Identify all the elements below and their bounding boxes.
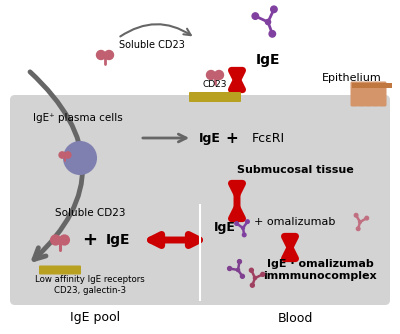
Text: Low affinity IgE receptors
CD23, galectin-3: Low affinity IgE receptors CD23, galecti… xyxy=(35,275,145,295)
FancyBboxPatch shape xyxy=(372,81,380,107)
Text: Soluble CD23: Soluble CD23 xyxy=(55,208,125,218)
Text: +: + xyxy=(82,231,98,249)
Circle shape xyxy=(254,277,256,280)
Circle shape xyxy=(235,222,238,225)
Circle shape xyxy=(250,283,254,287)
Text: IgE: IgE xyxy=(214,221,236,234)
Circle shape xyxy=(206,70,216,79)
FancyBboxPatch shape xyxy=(364,81,372,107)
Circle shape xyxy=(228,267,232,271)
FancyBboxPatch shape xyxy=(39,266,81,275)
Circle shape xyxy=(214,70,224,79)
Circle shape xyxy=(269,31,276,37)
Text: + omalizumab: + omalizumab xyxy=(254,217,336,227)
Circle shape xyxy=(96,50,106,59)
Circle shape xyxy=(365,216,368,220)
Circle shape xyxy=(261,273,265,276)
Text: IgE · omalizumab
immmunocomplex: IgE · omalizumab immmunocomplex xyxy=(263,259,377,281)
Circle shape xyxy=(51,235,60,245)
Text: IgE: IgE xyxy=(199,132,221,145)
Text: IgE pool: IgE pool xyxy=(70,312,120,325)
Circle shape xyxy=(250,268,253,272)
Circle shape xyxy=(64,142,96,174)
Circle shape xyxy=(266,19,270,25)
Circle shape xyxy=(354,213,358,217)
Circle shape xyxy=(242,226,244,229)
FancyBboxPatch shape xyxy=(10,192,390,305)
Text: +: + xyxy=(226,131,238,146)
Circle shape xyxy=(238,260,242,264)
Circle shape xyxy=(242,233,246,237)
FancyBboxPatch shape xyxy=(378,81,386,107)
Text: Blood: Blood xyxy=(277,312,313,325)
FancyBboxPatch shape xyxy=(350,81,358,107)
Circle shape xyxy=(59,152,65,158)
Circle shape xyxy=(358,220,362,223)
Text: CD23: CD23 xyxy=(203,79,227,89)
Text: IgE: IgE xyxy=(256,53,280,67)
Circle shape xyxy=(271,6,277,13)
Circle shape xyxy=(104,50,114,59)
FancyBboxPatch shape xyxy=(189,92,241,102)
Circle shape xyxy=(246,220,249,223)
Circle shape xyxy=(252,13,258,19)
FancyBboxPatch shape xyxy=(358,81,366,107)
Bar xyxy=(352,83,392,88)
FancyBboxPatch shape xyxy=(10,95,390,200)
Text: Soluble CD23: Soluble CD23 xyxy=(119,40,185,50)
Circle shape xyxy=(240,274,244,278)
Text: Epithelium: Epithelium xyxy=(322,73,382,83)
Text: IgE⁺ plasma cells: IgE⁺ plasma cells xyxy=(33,113,123,123)
Circle shape xyxy=(60,235,69,245)
Circle shape xyxy=(65,152,71,158)
Text: IgE: IgE xyxy=(106,233,130,247)
Circle shape xyxy=(236,269,240,272)
Circle shape xyxy=(356,227,360,230)
Text: FcεRI: FcεRI xyxy=(252,132,284,145)
Text: Submucosal tissue: Submucosal tissue xyxy=(237,165,353,175)
